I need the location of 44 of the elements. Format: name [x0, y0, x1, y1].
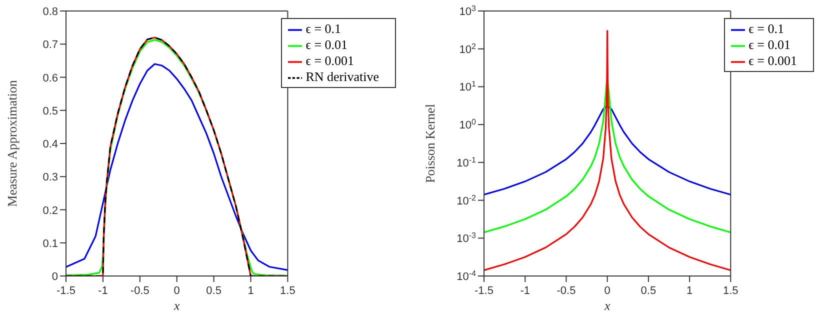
y-tick-label: 0.5 — [42, 105, 58, 118]
y-tick-label: 10$^{3}$ — [459, 4, 477, 18]
y-tick-label: 10$^{0}$ — [459, 117, 477, 132]
y-tick-label: 10$^{-4}$ — [456, 268, 477, 283]
x-tick-label: -0.5 — [556, 285, 576, 297]
legend-label: ϵ = 0.1 — [748, 21, 784, 36]
x-tick-label: -1 — [98, 285, 108, 297]
x-tick-label: 0.5 — [640, 285, 656, 297]
x-axis-title: x — [172, 298, 180, 313]
y-axis-title: Measure Approximation — [4, 80, 20, 207]
legend-label: ϵ = 0.01 — [748, 37, 790, 52]
y-axis-title: Poisson Kernel — [422, 104, 438, 184]
x-tick-label: 0 — [174, 285, 180, 297]
y-tick-label: 0 — [52, 271, 58, 283]
x-tick-label: 0.5 — [206, 285, 222, 297]
y-tick-label: 0.6 — [42, 72, 58, 84]
legend-label: ϵ = 0.1 — [306, 21, 342, 36]
legend-label: RN derivative — [306, 69, 379, 84]
y-tick-label: 0.4 — [42, 138, 58, 150]
y-tick-label: 0.1 — [42, 238, 58, 250]
x-tick-label: 1.5 — [723, 285, 738, 297]
x-tick-label: -1.5 — [56, 285, 76, 297]
y-tick-label: 0.7 — [42, 39, 58, 52]
line-series — [484, 30, 731, 272]
legend-label: ϵ = 0.01 — [306, 37, 348, 52]
x-tick-label: 0 — [604, 285, 610, 297]
y-tick-label: 10$^{-2}$ — [456, 192, 477, 208]
y-tick-label: 0.3 — [42, 172, 58, 184]
legend-label: ϵ = 0.001 — [306, 53, 354, 68]
x-tick-label: -1.5 — [474, 285, 494, 297]
x-tick-label: 1 — [248, 285, 254, 297]
y-tick-label: 10$^{-3}$ — [456, 230, 477, 246]
x-axis-title: x — [603, 298, 610, 313]
y-tick-label: 0.8 — [42, 6, 58, 18]
x-tick-label: 1 — [686, 285, 693, 297]
y-tick-label: 10$^{1}$ — [459, 79, 477, 94]
y-tick-label: 10$^{2}$ — [459, 41, 477, 56]
x-tick-label: -0.5 — [130, 285, 150, 297]
x-tick-label: -1 — [520, 285, 530, 297]
legend-label: ϵ = 0.001 — [748, 53, 797, 68]
line-series — [484, 104, 731, 196]
y-tick-label: 0.2 — [42, 204, 58, 217]
x-tick-label: 1.5 — [280, 285, 296, 297]
y-tick-label: 10$^{-1}$ — [456, 154, 477, 170]
